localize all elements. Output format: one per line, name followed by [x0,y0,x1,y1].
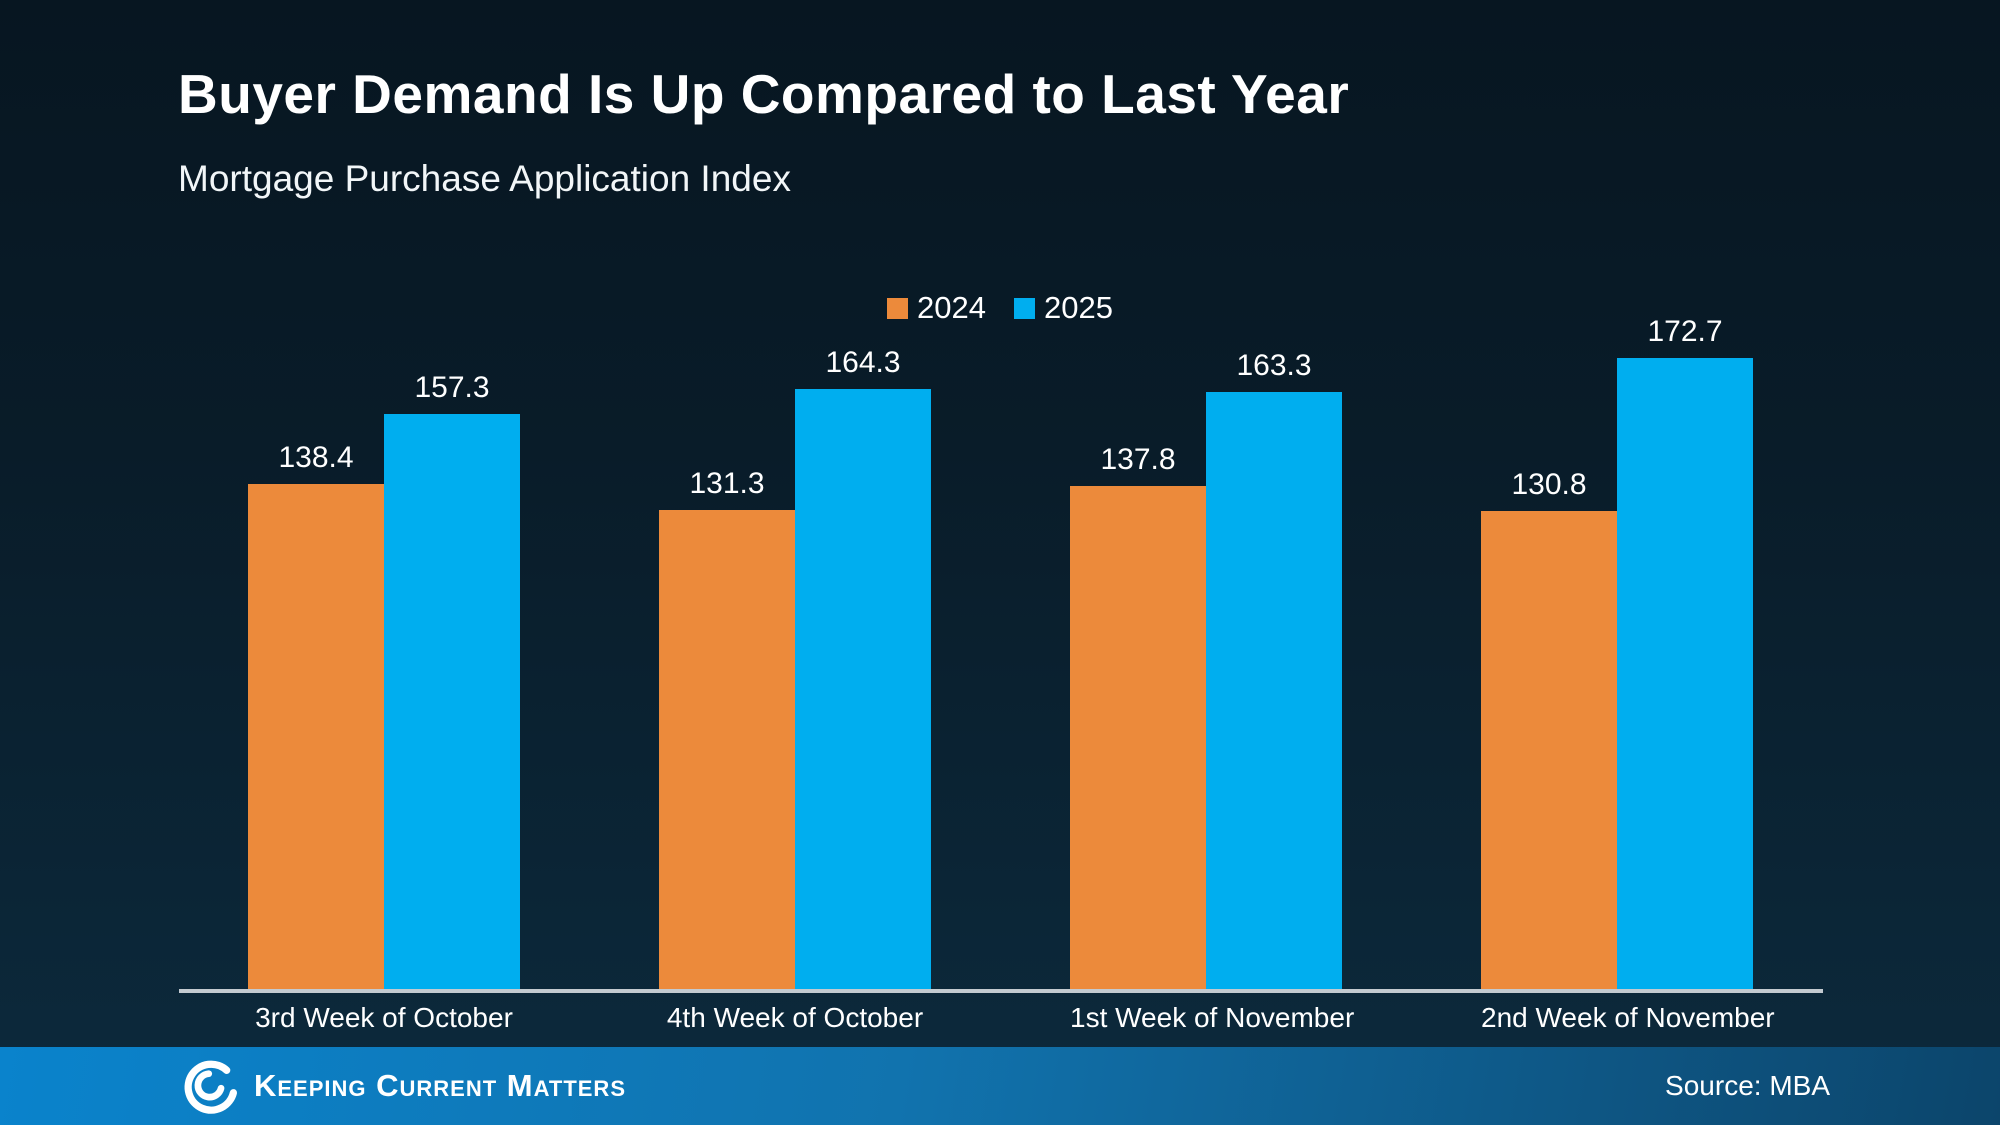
footer-bar: Keeping Current Matters Source: MBA [0,1047,2000,1125]
page-subtitle: Mortgage Purchase Application Index [178,158,791,199]
bar-2024: 131.3 [659,467,795,990]
x-axis-label: 4th Week of October [666,1002,924,1033]
source-label: Source: MBA [1665,1070,1830,1101]
legend-item-2025: 2025 [1014,290,1113,326]
chart-legend: 2024 2025 [0,290,2000,326]
x-axis-label: 2nd Week of November [1481,1002,1775,1033]
bar-2024: 138.4 [248,441,384,990]
bar-group: 137.8 163.3 [1070,349,1342,990]
legend-label: 2024 [917,290,986,325]
bar-value-label: 130.8 [1511,468,1587,501]
bar-value-label: 131.3 [689,467,765,500]
x-axis-labels: 3rd Week of October 4th Week of October 1s… [179,1002,1823,1042]
bar-value-label: 157.3 [414,371,490,404]
kcm-spiral-logo-icon [184,1060,238,1114]
page-title: Buyer Demand Is Up Compared to Last Year [178,63,1350,125]
bar-value-label: 163.3 [1236,349,1312,382]
legend-swatch-icon [1014,297,1035,319]
legend-item-2024: 2024 [887,290,986,326]
brand: Keeping Current Matters [183,1047,626,1125]
legend-swatch-icon [887,297,909,319]
bar-chart-plot: 138.4 157.3 131.3 164.3 137.8 163.3 130.8 172.7 [179,315,1823,990]
bar-group: 130.8 172.7 [1481,315,1753,990]
bar-2025: 163.3 [1206,349,1342,990]
bar-2025: 164.3 [795,346,931,990]
legend-label: 2025 [1044,290,1113,325]
bar-group: 138.4 157.3 [248,358,520,990]
x-axis-label: 3rd Week of October [255,1002,513,1033]
x-axis-label: 1st Week of November [1070,1002,1355,1033]
brand-name: Keeping Current Matters [254,1068,626,1103]
bar-2025: 172.7 [1617,315,1753,990]
bar-value-label: 138.4 [278,441,354,474]
bar-group: 131.3 164.3 [659,346,931,990]
bar-value-label: 137.8 [1100,443,1176,476]
bar-2024: 137.8 [1070,443,1206,990]
bar-value-label: 164.3 [825,346,901,379]
bar-2024: 130.8 [1481,468,1617,990]
x-axis-line [179,989,1823,993]
bar-value-label: 172.7 [1647,315,1723,348]
bar-2025: 157.3 [384,371,520,990]
